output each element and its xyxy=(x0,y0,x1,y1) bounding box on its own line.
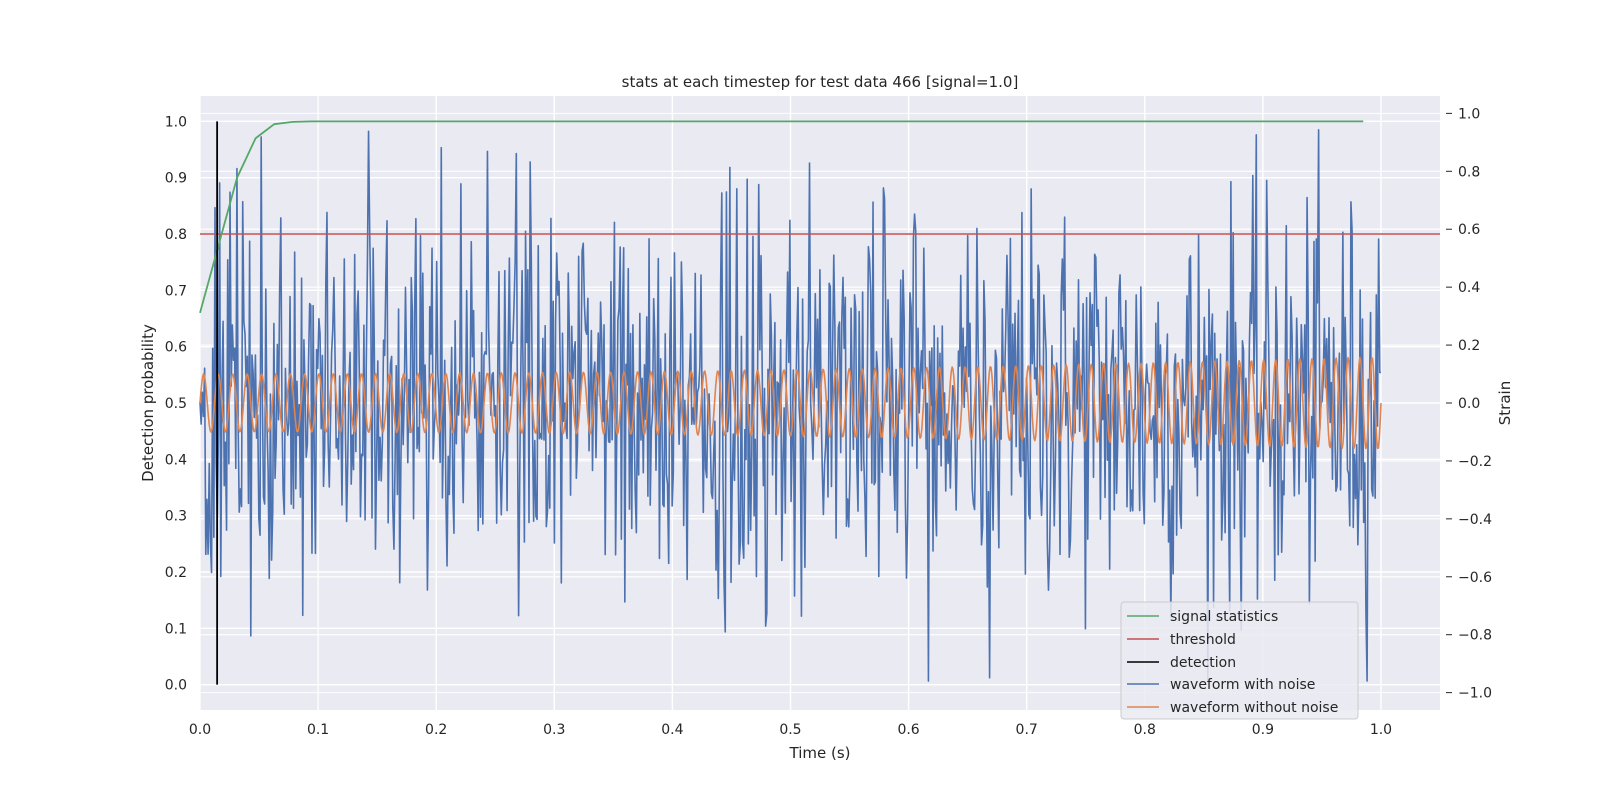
y-right-tick-label: 0.2 xyxy=(1458,338,1480,354)
y-left-tick-label: 0.7 xyxy=(165,283,187,299)
y-left-tick-label: 0.1 xyxy=(165,621,187,637)
x-tick-label: 1.0 xyxy=(1370,722,1392,738)
x-tick-label: 0.1 xyxy=(307,722,329,738)
legend-label-detection: detection xyxy=(1170,655,1236,671)
legend-label-signal-statistics: signal statistics xyxy=(1170,609,1278,625)
x-tick-label: 0.3 xyxy=(543,722,565,738)
waveform-with-noise-line xyxy=(199,128,1381,682)
y-left-tick-label: 1.0 xyxy=(165,114,187,130)
y-left-tick-label: 0.8 xyxy=(165,227,187,243)
y-right-tick-label: −0.8 xyxy=(1458,628,1492,644)
x-tick-label: 0.6 xyxy=(897,722,919,738)
y-left-tick-label: 0.5 xyxy=(165,396,187,412)
x-tick-label: 0.0 xyxy=(189,722,211,738)
series-layer xyxy=(199,120,1440,685)
signal-statistics-line xyxy=(199,120,1364,314)
legend-label-waveform-without-noise: waveform without noise xyxy=(1170,700,1338,716)
y-left-tick-label: 0.4 xyxy=(165,452,187,468)
y-left-tick-label: 0.0 xyxy=(165,678,187,694)
legend-label-threshold: threshold xyxy=(1170,632,1236,648)
y-left-tick-label: 0.6 xyxy=(165,340,187,356)
y-axis-left-label: Detection probability xyxy=(139,324,157,482)
x-tick-label: 0.8 xyxy=(1134,722,1156,738)
x-axis-label: Time (s) xyxy=(789,744,851,762)
y-right-tick-label: 0.8 xyxy=(1458,164,1480,180)
chart-title: stats at each timestep for test data 466… xyxy=(622,73,1019,91)
legend: signal statistics threshold detection wa… xyxy=(1120,601,1359,720)
legend-label-waveform-with-noise: waveform with noise xyxy=(1170,677,1315,693)
y-left-tick-label: 0.2 xyxy=(165,565,187,581)
x-tick-label: 0.5 xyxy=(779,722,801,738)
y-right-tick-label: 0.4 xyxy=(1458,280,1480,296)
y-right-tick-label: −1.0 xyxy=(1458,686,1492,702)
x-tick-label: 0.7 xyxy=(1016,722,1038,738)
x-tick-label: 0.9 xyxy=(1252,722,1274,738)
y-right-tick-label: 1.0 xyxy=(1458,106,1480,122)
y-axis-right-label: Strain xyxy=(1496,381,1514,425)
tick-labels: 0.0 0.1 0.2 0.3 0.4 0.5 0.6 0.7 0.8 0.9 1.0 0.0 0.1 0… xyxy=(165,106,1492,738)
y-right-tick-label: −0.6 xyxy=(1458,570,1492,586)
y-right-tick-label: −0.4 xyxy=(1458,512,1492,528)
y-left-tick-label: 0.9 xyxy=(165,171,187,187)
y-right-tick-label: 0.6 xyxy=(1458,222,1480,238)
x-tick-label: 0.4 xyxy=(661,722,683,738)
legend-box xyxy=(1120,601,1359,720)
y-left-tick-label: 0.3 xyxy=(165,509,187,525)
waveform-without-noise-line xyxy=(199,356,1382,450)
y-right-tick-label: 0.0 xyxy=(1458,396,1480,412)
y-right-tick-label: −0.2 xyxy=(1458,454,1492,470)
x-tick-label: 0.2 xyxy=(425,722,447,738)
